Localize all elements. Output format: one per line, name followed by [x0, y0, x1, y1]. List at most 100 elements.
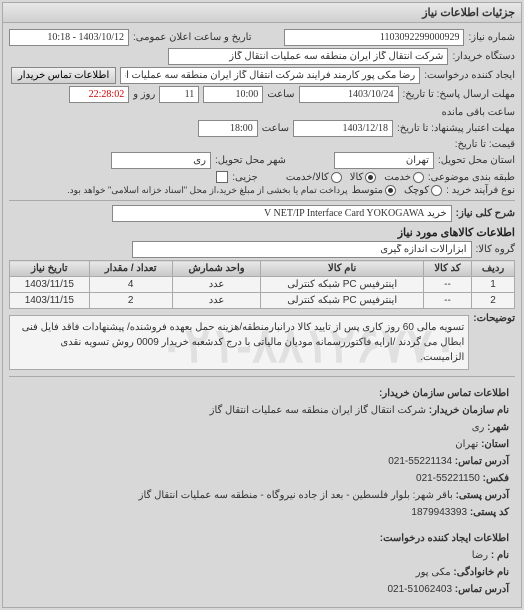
- radio-medium[interactable]: متوسط: [352, 185, 396, 196]
- table-header: ردیف: [472, 261, 515, 277]
- announce-input[interactable]: [9, 29, 129, 46]
- table-cell: عدد: [172, 293, 261, 309]
- partial-checkbox[interactable]: [216, 171, 228, 183]
- group-label: گروه کالا:: [476, 244, 515, 255]
- contact-btn[interactable]: اطلاعات تماس خریدار: [11, 67, 116, 84]
- buyer-city-value: ری: [472, 422, 485, 433]
- province-label: استان محل تحویل:: [438, 155, 515, 166]
- city-label: شهر محل تحویل:: [215, 155, 286, 166]
- validity-time-input[interactable]: [198, 120, 258, 137]
- desc-box: تسویه مالی 60 روز کاری پس از تایید کالا …: [9, 315, 469, 370]
- announce-label: تاریخ و ساعت اعلان عمومی:: [133, 32, 252, 43]
- creator-phone-label: آدرس تماس:: [455, 584, 509, 595]
- buyer-post-label: کد پستی:: [470, 507, 509, 518]
- table-cell: 2: [89, 293, 172, 309]
- buyer-post-value: 1879943393: [411, 507, 467, 518]
- buyer-label: دستگاه خریدار:: [452, 51, 515, 62]
- radio-dot-checked: [365, 172, 376, 183]
- city-input[interactable]: [111, 152, 211, 169]
- deadline-label: مهلت ارسال پاسخ: تا تاریخ:: [403, 89, 515, 100]
- buyer-city-label: شهر:: [487, 422, 509, 433]
- radio-small[interactable]: کوچک: [404, 185, 442, 196]
- table-cell: --: [423, 293, 471, 309]
- buyer-input[interactable]: [168, 48, 448, 65]
- table-cell: 1403/11/15: [10, 293, 90, 309]
- org-label: نام سازمان خریدار:: [429, 405, 509, 416]
- contact-buyer-section: اطلاعات تماس سازمان خریدار: نام سازمان خ…: [9, 381, 515, 526]
- process-note: پرداخت تمام یا بخشی از مبلغ خرید،از محل …: [67, 185, 347, 196]
- radio-small-label: کوچک: [404, 185, 429, 196]
- price-label: قیمت: تا تاریخ:: [455, 139, 515, 150]
- table-header: کد کالا: [423, 261, 471, 277]
- contact-creator-title: اطلاعات ایجاد کننده درخواست:: [380, 533, 509, 544]
- table-cell: --: [423, 277, 471, 293]
- req-no-input[interactable]: [284, 29, 464, 46]
- radio-goods-label: کالا: [350, 172, 364, 183]
- table-cell: 4: [89, 277, 172, 293]
- table-cell: 1: [472, 277, 515, 293]
- buyer-addr-value: باقر شهر: بلوار فلسطین - بعد از جاده نیر…: [139, 490, 453, 501]
- province-input[interactable]: [334, 152, 434, 169]
- table-cell: 1403/11/15: [10, 277, 90, 293]
- deadline-date-input[interactable]: [299, 86, 399, 103]
- group-input[interactable]: [132, 241, 472, 258]
- creator-input[interactable]: [120, 67, 420, 84]
- table-cell: عدد: [172, 277, 261, 293]
- creator-lname-value: مکی پور: [416, 567, 451, 578]
- days-input[interactable]: [159, 86, 199, 103]
- desc-text: تسویه مالی 60 روز کاری پس از تایید کالا …: [22, 322, 465, 363]
- goods-section-title: اطلاعات کالاهای مورد نیاز: [9, 226, 515, 239]
- creator-name-label: نام :: [491, 550, 509, 561]
- remaining-label: ساعت باقی مانده: [442, 107, 515, 118]
- creator-phone-value: 51062403-021: [387, 584, 452, 595]
- creator-lname-label: نام خانوادگی:: [453, 567, 509, 578]
- org-value: شرکت انتقال گاز ایران منطقه سه عملیات ان…: [210, 405, 426, 416]
- buyer-addr-label: آدرس پستی:: [456, 490, 509, 501]
- desc-label: توضیحات:: [473, 313, 515, 324]
- buyer-province-label: استان:: [481, 439, 509, 450]
- need-title-input[interactable]: [112, 205, 452, 222]
- creator-name-value: رضا: [472, 550, 488, 561]
- buyer-fax-value: 55221150-021: [416, 473, 480, 484]
- goods-table: ردیفکد کالانام کالاواحد شمارشتعداد / مقد…: [9, 260, 515, 309]
- table-row: 2--اینترفیس PC شبکه کنترلیعدد21403/11/15: [10, 293, 515, 309]
- radio-both[interactable]: کالا/خدمت: [286, 172, 342, 183]
- table-cell: اینترفیس PC شبکه کنترلی: [261, 293, 423, 309]
- table-header: تاریخ نیاز: [10, 261, 90, 277]
- buyer-phone-label: آدرس تماس:: [455, 456, 509, 467]
- radio-service-label: خدمت: [384, 172, 411, 183]
- buyer-province-value: تهران: [455, 439, 478, 450]
- process-label: نوع فرآیند خرید :: [446, 185, 515, 196]
- radio-medium-label: متوسط: [352, 185, 383, 196]
- radio-dot: [413, 172, 424, 183]
- radio-service[interactable]: خدمت: [384, 172, 424, 183]
- table-header: تعداد / مقدار: [89, 261, 172, 277]
- radio-dot: [331, 172, 342, 183]
- category-label: طبقه بندی موضوعی:: [428, 172, 515, 183]
- time-label-2: ساعت: [262, 123, 289, 134]
- countdown-input: [69, 86, 129, 103]
- validity-date-input[interactable]: [293, 120, 393, 137]
- need-title-label: شرح کلی نیاز:: [456, 208, 515, 219]
- size-radio-group: کوچک متوسط: [352, 185, 442, 196]
- buyer-fax-label: فکس:: [483, 473, 509, 484]
- table-cell: اینترفیس PC شبکه کنترلی: [261, 277, 423, 293]
- radio-goods[interactable]: کالا: [350, 172, 377, 183]
- table-header: واحد شمارش: [172, 261, 261, 277]
- validity-label: مهلت اعتبار پیشنهاد: تا تاریخ:: [397, 123, 515, 134]
- table-cell: 2: [472, 293, 515, 309]
- buyer-phone-value: 55221134-021: [388, 456, 452, 467]
- deadline-time-input[interactable]: [203, 86, 263, 103]
- panel-title: جزئیات اطلاعات نیاز: [3, 3, 521, 23]
- table-row: 1--اینترفیس PC شبکه کنترلیعدد41403/11/15: [10, 277, 515, 293]
- days-label: روز و: [133, 89, 155, 100]
- time-label-1: ساعت: [267, 89, 294, 100]
- table-header: نام کالا: [261, 261, 423, 277]
- radio-dot: [431, 185, 442, 196]
- contact-creator-section: اطلاعات ایجاد کننده درخواست: نام : رضا ن…: [9, 526, 515, 603]
- creator-label: ایجاد کننده درخواست:: [424, 70, 515, 81]
- category-radio-group: خدمت کالا کالا/خدمت: [286, 172, 424, 183]
- radio-both-label: کالا/خدمت: [286, 172, 329, 183]
- req-no-label: شماره نیاز:: [468, 32, 515, 43]
- partial-label: جزیی:: [232, 172, 258, 183]
